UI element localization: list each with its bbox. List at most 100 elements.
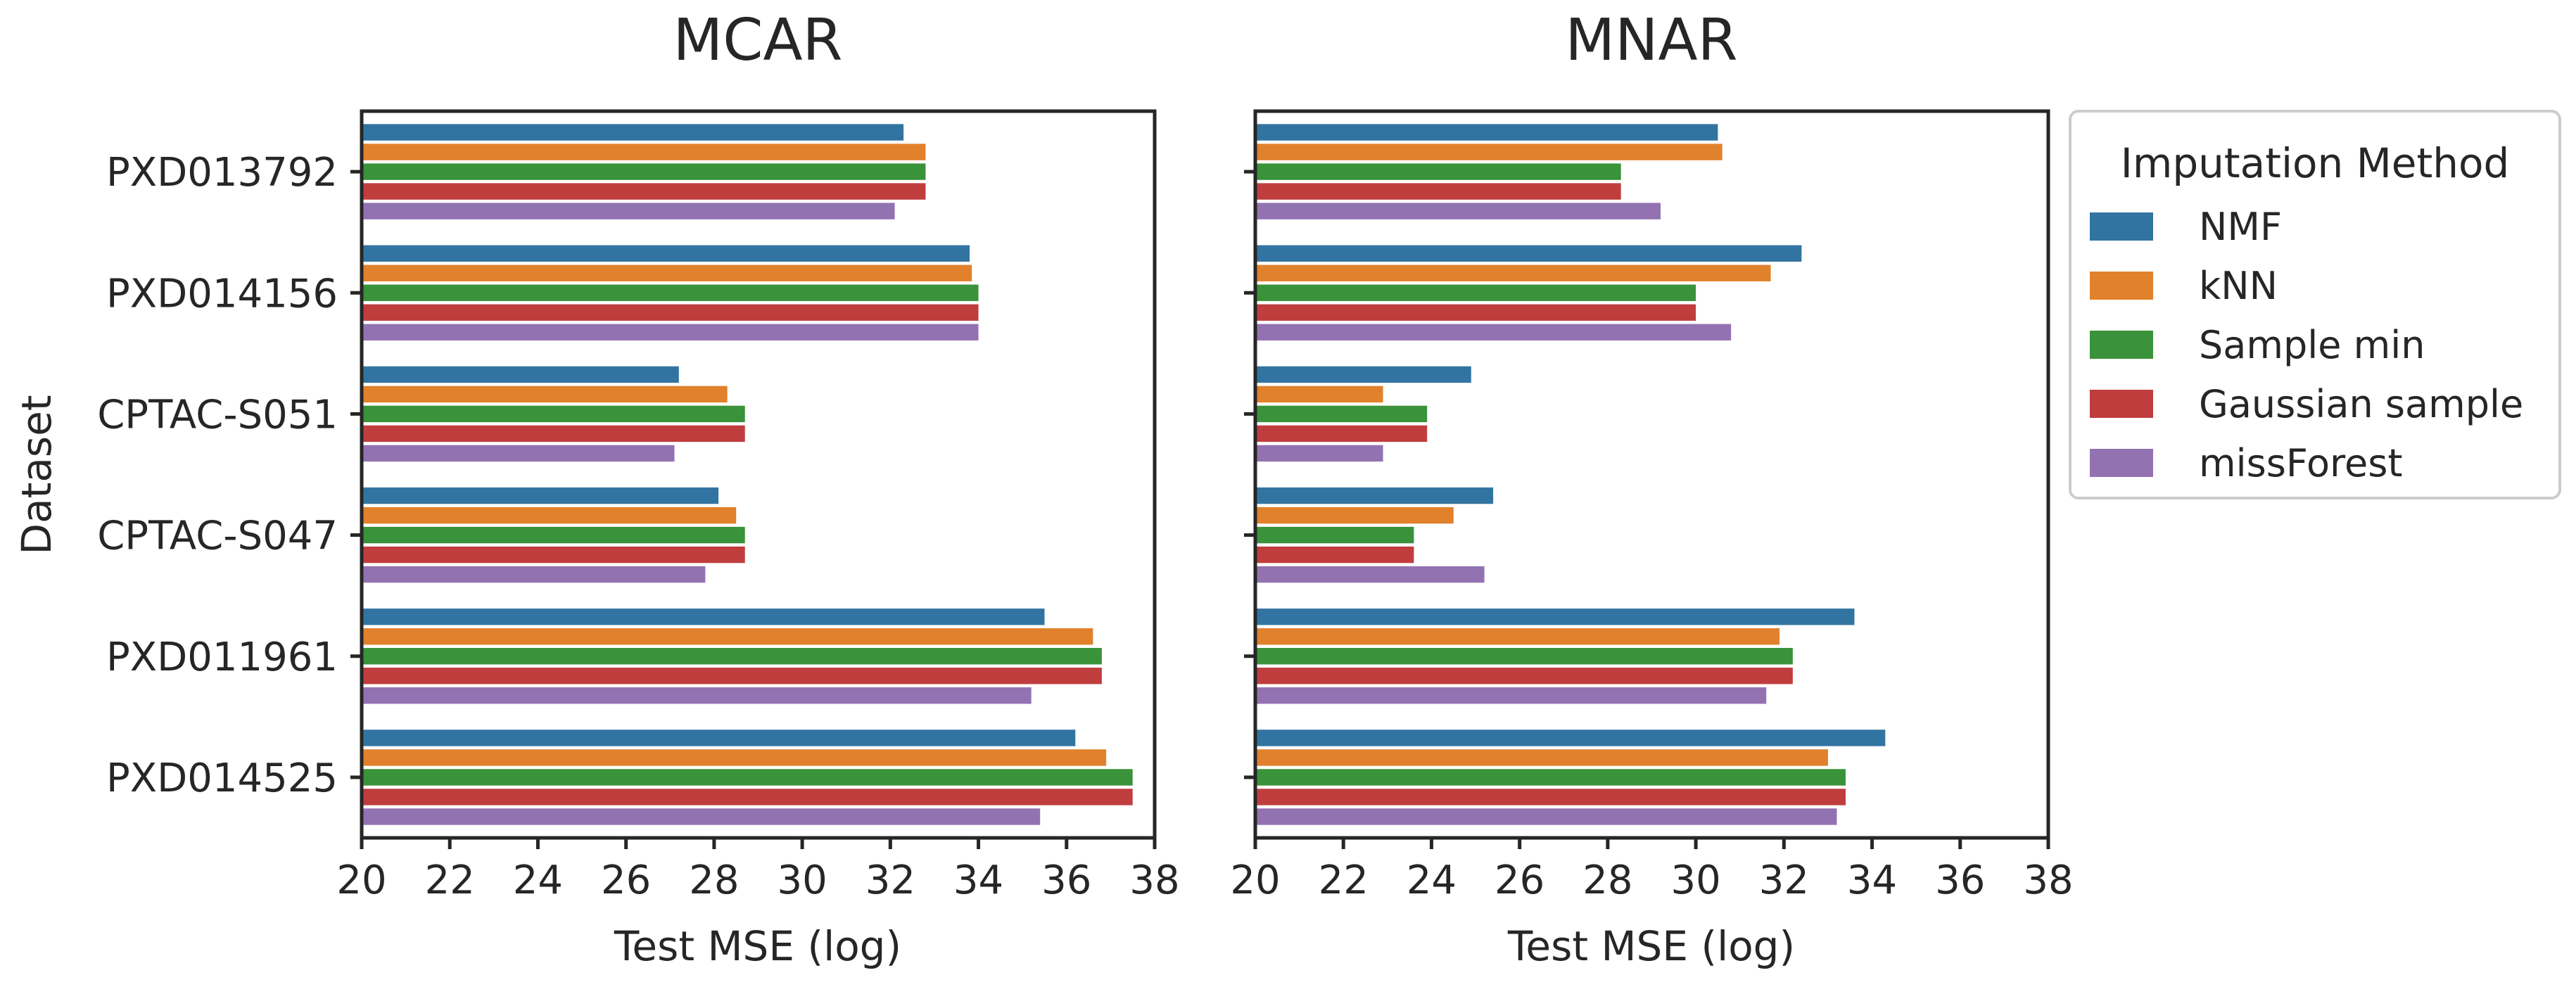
y-axis-label: Dataset [13,395,61,554]
x-tick-label: 20 [1230,858,1280,903]
bar-missforest [1255,203,1661,219]
bar-gaussian-sample [1255,546,1414,563]
legend-label: missForest [2199,441,2403,485]
x-tick-label: 20 [336,858,386,903]
x-axis-label: Test MSE (log) [614,922,901,970]
y-tick-label: PXD011961 [106,635,338,680]
bar-nmf [1255,730,1886,746]
x-tick-label: 38 [2023,858,2073,903]
y-tick-label: PXD014525 [106,756,338,801]
legend-label: Gaussian sample [2199,382,2523,426]
bar-nmf [1255,487,1494,504]
bar-sample-min [362,163,926,180]
x-tick-label: 26 [601,858,651,903]
x-tick-label: 30 [777,858,827,903]
plot-frame [1253,109,2050,840]
bar-missforest [362,203,895,219]
bar-nmf [362,730,1076,746]
bar-knn [362,265,972,281]
bar-nmf [362,245,970,262]
bar-sample-min [362,769,1133,786]
y-ticks [1244,170,1255,779]
bar-gaussian-sample [362,304,979,321]
bar-sample-min [1255,648,1793,665]
legend-swatch [2090,390,2153,418]
legend-frame [2069,110,2561,499]
y-tick-label: CPTAC-S047 [97,514,338,559]
x-axis-label: Test MSE (log) [1507,922,1795,970]
bar-gaussian-sample [1255,304,1696,321]
bar-knn [1255,386,1383,403]
bar-knn [362,507,737,524]
bar-missforest [362,808,1041,825]
bar-sample-min [1255,284,1696,301]
x-tick-label: 24 [1407,858,1457,903]
bar-sample-min [362,284,979,301]
x-tick-label: 34 [1847,858,1897,903]
bar-sample-min [1255,405,1428,423]
bar-knn [362,628,1093,645]
bar-sample-min [1255,163,1621,180]
legend-swatch [2090,272,2153,300]
x-tick-label: 28 [689,858,739,903]
legend-items: NMF kNN Sample min Gaussian sample missFores… [2090,205,2523,485]
bar-nmf [362,124,904,141]
bar-gaussian-sample [362,425,745,442]
bar-knn [1255,749,1828,766]
x-tick-label: 22 [1319,858,1369,903]
legend-swatch [2090,331,2153,359]
legend: Imputation Method NMF kNN Sample min Gaussi… [2069,110,2561,499]
bar-knn [362,386,728,403]
y-tick-label: PXD014156 [106,271,338,317]
bar-gaussian-sample [1255,183,1621,200]
bar-gaussian-sample [362,668,1102,684]
legend-swatch [2090,449,2153,477]
bar-gaussian-sample [1255,425,1428,442]
x-tick-label: 22 [425,858,475,903]
bar-gaussian-sample [362,546,745,563]
x-tick-label: 28 [1582,858,1632,903]
legend-title: Imputation Method [2121,139,2510,187]
bar-missforest [1255,687,1767,704]
bar-missforest [362,324,979,340]
panel-title: MNAR [1565,7,1737,74]
y-tick-label: PXD013792 [106,150,338,196]
panel-mnar: MNAR 20 22 24 26 28 30 32 34 36 38 Test MSE (log) [1230,7,2073,970]
bar-knn [1255,507,1454,524]
bar-gaussian-sample [1255,668,1793,684]
bar-nmf [1255,609,1855,625]
x-tick-label: 34 [953,858,1003,903]
panel-title: MCAR [673,7,842,74]
plot-frame [360,109,1157,840]
bar-sample-min [362,405,745,423]
bar-nmf [362,609,1045,625]
bar-nmf [362,366,679,383]
x-tick-label: 32 [1759,858,1809,903]
x-tick-label: 26 [1495,858,1544,903]
bar-nmf [1255,124,1718,141]
bar-gaussian-sample [362,183,926,200]
bar-gaussian-sample [362,789,1133,805]
x-tick-label: 38 [1129,858,1179,903]
legend-label: NMF [2199,205,2282,249]
bars [1255,124,1886,825]
x-ticks: 20 22 24 26 28 30 32 34 36 38 [1230,838,2074,903]
legend-swatch [2090,212,2153,241]
bar-sample-min [1255,526,1414,544]
bar-missforest [1255,808,1837,825]
bar-missforest [362,687,1032,704]
bar-knn [362,144,926,160]
bar-missforest [1255,566,1485,583]
legend-label: kNN [2199,264,2278,308]
bar-nmf [1255,245,1802,262]
bar-knn [1255,144,1722,160]
bar-nmf [362,487,719,504]
x-ticks: 20 22 24 26 28 30 32 34 36 38 [336,838,1180,903]
bars [362,124,1133,825]
x-tick-label: 24 [513,858,563,903]
x-tick-label: 30 [1670,858,1720,903]
bar-knn [1255,628,1780,645]
bar-nmf [1255,366,1471,383]
panel-mcar: MCAR 20 22 24 26 28 30 32 34 36 38 PXD013792PXD01… [97,7,1179,970]
